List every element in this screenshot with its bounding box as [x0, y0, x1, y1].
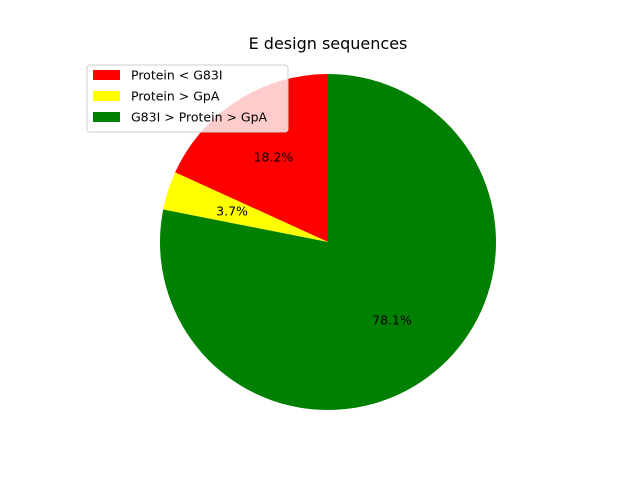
pie-slice-2 — [163, 172, 328, 242]
chart-title: E design sequences — [249, 34, 408, 53]
legend-label-3: G83I > Protein > GpA — [131, 110, 268, 125]
legend-swatch-1 — [93, 70, 120, 80]
legend-swatch-3 — [93, 112, 120, 122]
pie-value-labels: 18.2% 3.7% 78.1% — [216, 150, 412, 328]
pie-value-label-1: 18.2% — [254, 150, 294, 165]
legend-label-2: Protein > GpA — [131, 89, 220, 104]
legend-swatch-2 — [93, 91, 120, 101]
pie-value-label-2: 3.7% — [216, 204, 248, 219]
legend-label-1: Protein < G83I — [131, 68, 223, 83]
legend: Protein < G83I Protein > GpA G83I > Protei… — [86, 64, 289, 133]
pie-slice-3 — [160, 74, 496, 410]
pie-slices — [160, 74, 496, 410]
pie-slice-1 — [175, 74, 328, 242]
pie-value-label-3: 78.1% — [372, 312, 412, 327]
legend-frame — [86, 64, 289, 133]
